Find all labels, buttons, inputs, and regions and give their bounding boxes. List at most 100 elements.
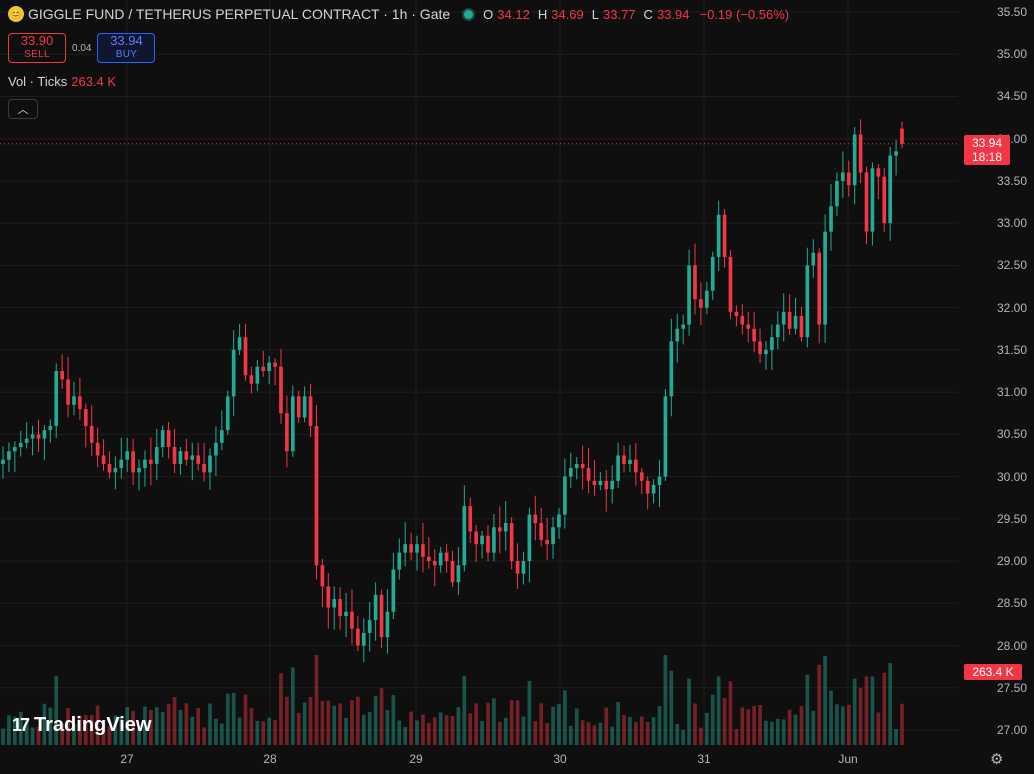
sell-button[interactable]: 33.90 SELL	[8, 33, 66, 63]
volume-bar	[580, 720, 585, 745]
buy-button[interactable]: 33.94 BUY	[97, 33, 156, 63]
market-status-icon	[464, 9, 474, 19]
volume-bar	[214, 718, 218, 745]
candle-body	[214, 442, 218, 456]
time-tick-label: 29	[409, 752, 423, 766]
candle-body	[852, 134, 857, 186]
candle-body	[373, 594, 378, 621]
candle-body	[397, 552, 402, 570]
volume-legend-label: Vol · Ticks	[8, 74, 68, 89]
tradingview-icon: 17	[12, 715, 30, 735]
volume-bar	[539, 703, 544, 745]
candle-body	[125, 451, 130, 460]
candle-body	[734, 311, 739, 317]
volume-bar	[805, 674, 810, 745]
low-label: L	[591, 6, 599, 22]
volume-bar	[675, 724, 680, 745]
volume-bar	[36, 727, 41, 745]
candle-body	[639, 472, 644, 481]
volume-bar	[752, 706, 756, 745]
volume-bar	[634, 722, 638, 745]
price-tick-label: 27.50	[996, 680, 1027, 695]
volume-bar	[551, 706, 555, 745]
candle-body	[243, 337, 248, 376]
volume-bar	[397, 720, 402, 745]
candle-body	[332, 599, 337, 608]
volume-bar	[12, 716, 17, 745]
candle-body	[261, 366, 266, 371]
change-value: −0.19 (−0.56%)	[699, 6, 790, 22]
candle-body	[172, 447, 177, 464]
candle-body	[764, 349, 768, 355]
price-tick-label: 31.00	[996, 385, 1027, 400]
candle-body	[137, 468, 141, 473]
volume-bar	[273, 720, 277, 745]
candles	[1, 119, 904, 662]
candle-body	[509, 523, 514, 562]
candle-body	[54, 371, 59, 426]
volume-bar	[598, 722, 603, 745]
buy-price: 33.94	[110, 33, 143, 48]
volume-legend-value: 263.4 K	[71, 74, 117, 89]
volume-bar	[326, 700, 331, 745]
candle-body	[740, 316, 745, 325]
volume-bar	[95, 705, 100, 745]
volume-bar	[385, 710, 390, 745]
chart-grid	[0, 0, 958, 745]
collapse-legend-button[interactable]: ︿	[8, 99, 38, 119]
candle-body	[7, 451, 11, 460]
candle-body	[42, 430, 47, 439]
candle-body	[710, 256, 715, 291]
tradingview-logo[interactable]: 17 TradingView	[12, 714, 151, 737]
volume-bar	[852, 678, 857, 745]
volume-bar	[846, 704, 851, 745]
volume-bar	[7, 715, 11, 745]
candle-body	[805, 265, 810, 338]
candle-body	[586, 468, 591, 481]
candle-body	[669, 341, 674, 397]
volume-bar	[438, 712, 443, 745]
volume-bar	[474, 703, 478, 745]
volume-bar	[604, 707, 609, 745]
volume-bar	[184, 703, 189, 745]
volume-bar	[592, 725, 597, 745]
candle-body	[30, 434, 35, 439]
candle-body	[699, 299, 703, 308]
volume-bar	[687, 678, 691, 745]
candle-body	[296, 396, 301, 418]
tradingview-wordmark: TradingView	[34, 714, 152, 736]
candle-body	[344, 611, 348, 616]
volume-bar	[48, 707, 53, 745]
volume-bar	[663, 655, 668, 745]
volume-bar	[166, 703, 171, 745]
candle-body	[563, 476, 567, 515]
candle-body	[314, 425, 319, 566]
candle-body	[568, 468, 573, 477]
candle-body	[651, 485, 656, 494]
volume-bar	[563, 690, 567, 745]
candle-body	[231, 349, 236, 397]
volume-bar	[196, 708, 201, 745]
candle-body	[634, 459, 638, 473]
candle-body	[438, 552, 443, 566]
sell-label: SELL	[24, 49, 50, 60]
candle-body	[154, 447, 159, 464]
candle-body	[237, 337, 242, 350]
symbol-title[interactable]: GIGGLE FUND / TETHERUS PERPETUAL CONTRAC…	[28, 6, 451, 22]
volume-bar	[645, 722, 650, 745]
settings-gear-icon[interactable]: ⚙	[990, 751, 1004, 768]
candle-body	[663, 396, 668, 477]
candle-body	[450, 561, 455, 583]
candle-body	[178, 451, 183, 464]
candle-body	[326, 586, 331, 608]
volume-bar	[367, 711, 372, 745]
candle-body	[870, 168, 875, 232]
candle-body	[208, 455, 212, 473]
volume-legend[interactable]: Vol · Ticks 263.4 K	[8, 74, 116, 89]
volume-bar	[610, 726, 615, 745]
volume-bar	[432, 717, 437, 745]
volume-bar	[60, 723, 64, 745]
candle-body	[616, 455, 620, 481]
candle-body	[817, 252, 822, 325]
